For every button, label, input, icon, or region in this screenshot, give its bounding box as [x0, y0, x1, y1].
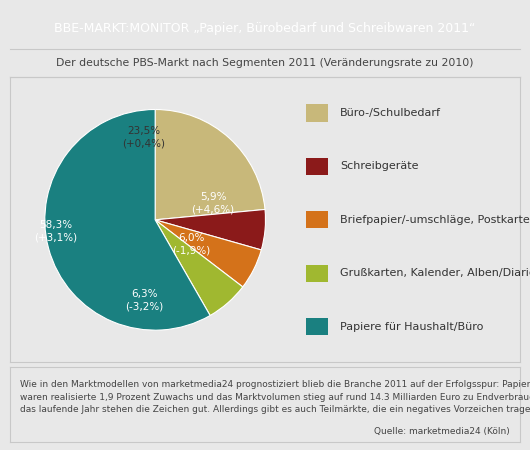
Text: BBE-MARKT:MONITOR „Papier, Bürobedarf und Schreibwaren 2011“: BBE-MARKT:MONITOR „Papier, Bürobedarf un…: [54, 22, 476, 35]
Wedge shape: [155, 220, 261, 287]
Text: Schreibgeräte: Schreibgeräte: [340, 162, 419, 171]
Text: Briefpapier/-umschläge, Postkarten: Briefpapier/-umschläge, Postkarten: [340, 215, 530, 225]
Text: Büro-/Schulbedarf: Büro-/Schulbedarf: [340, 108, 441, 118]
FancyBboxPatch shape: [306, 265, 328, 282]
Text: Papiere für Haushalt/Büro: Papiere für Haushalt/Büro: [340, 322, 484, 332]
FancyBboxPatch shape: [306, 318, 328, 335]
Text: Quelle: marketmedia24 (Köln): Quelle: marketmedia24 (Köln): [375, 427, 510, 436]
Text: Der deutsche PBS-Markt nach Segmenten 2011 (Veränderungsrate zu 2010): Der deutsche PBS-Markt nach Segmenten 20…: [56, 58, 474, 68]
Text: 6,3%
(-3,2%): 6,3% (-3,2%): [125, 288, 163, 311]
Wedge shape: [155, 109, 265, 220]
Text: 5,9%
(+4,6%): 5,9% (+4,6%): [191, 192, 235, 215]
Text: 23,5%
(+0,4%): 23,5% (+0,4%): [122, 126, 165, 148]
FancyBboxPatch shape: [306, 211, 328, 229]
Wedge shape: [155, 209, 266, 250]
Text: 6,0%
(-1,9%): 6,0% (-1,9%): [172, 234, 210, 256]
Wedge shape: [155, 220, 243, 315]
FancyBboxPatch shape: [306, 104, 328, 122]
Wedge shape: [45, 109, 210, 330]
Text: Wie in den Marktmodellen von marketmedia24 prognostiziert blieb die Branche 2011: Wie in den Marktmodellen von marketmedia…: [20, 380, 530, 414]
Text: 58,3%
(+3,1%): 58,3% (+3,1%): [34, 220, 77, 242]
Text: Grußkarten, Kalender, Alben/Diarien: Grußkarten, Kalender, Alben/Diarien: [340, 268, 530, 278]
FancyBboxPatch shape: [306, 158, 328, 175]
